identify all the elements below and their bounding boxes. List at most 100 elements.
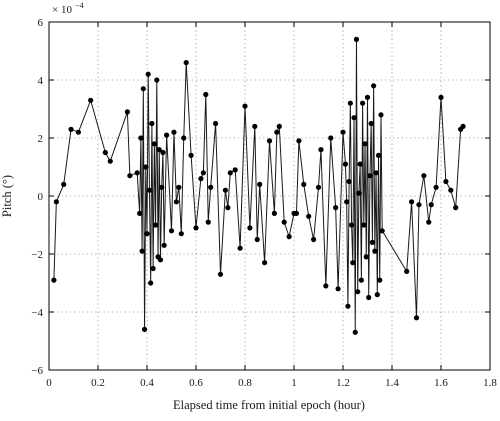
data-point [198,176,204,182]
data-point [357,161,363,167]
x-tick-label: 1 [291,377,297,389]
y-tick-label: 6 [38,17,44,29]
data-point [61,181,67,187]
data-point [368,120,374,127]
data-point [53,199,59,205]
y-tick-label: 4 [38,75,44,87]
data-point [347,100,353,106]
data-point [237,245,243,251]
data-point [200,170,206,176]
data-point [232,167,238,173]
data-point [426,219,432,225]
y-axis-multiplier: × 10 −4 [52,0,85,16]
x-tick-label: 1.2 [336,377,350,389]
data-point [306,213,312,219]
data-point [361,222,367,228]
data-point [160,149,166,156]
x-tick-labels: 0 0.2 0.4 0.6 0.8 1 1.2 1.4 1.6 1.8 [46,377,497,389]
data-point [360,100,366,106]
data-point [335,286,341,292]
data-point [145,71,151,77]
data-point [171,129,177,135]
x-axis-label: Elapsed time from initial epoch (hour) [173,398,365,412]
grid [49,22,490,370]
data-point [363,254,369,260]
data-point [152,222,159,228]
data-point [134,170,140,176]
x-tick-label: 0.8 [238,377,252,389]
data-point [375,152,382,158]
data-point [348,222,355,228]
data-point [421,173,427,179]
data-point [51,277,57,283]
y-tick-label: −6 [31,365,43,377]
y-axis-multiplier-base: × 10 [52,4,72,16]
data-point [68,126,74,132]
data-point [262,260,268,266]
data-series [51,36,466,335]
data-point [124,109,130,115]
data-point [281,219,287,225]
data-point [448,187,454,193]
data-point [178,231,184,237]
data-point [139,248,145,254]
data-point [413,315,420,321]
data-point [369,239,375,245]
data-point [344,199,350,205]
data-point [127,173,133,179]
data-point [342,161,349,167]
data-point [217,271,224,277]
data-point [176,184,182,190]
data-point [315,184,322,190]
data-point [374,292,380,298]
y-tick-label: −2 [31,249,43,261]
data-point [296,138,302,144]
data-point [88,97,94,103]
data-point [143,164,149,170]
data-point [358,277,364,283]
data-point [144,231,150,237]
data-point [213,120,219,127]
data-point [276,123,282,129]
data-point [107,158,113,164]
data-point [367,173,373,179]
data-point [428,202,434,208]
data-point [225,205,231,211]
data-point [404,268,410,274]
data-point [274,129,280,135]
x-tick-label: 1.8 [483,377,497,389]
axis-ticks [48,21,491,371]
data-point [247,225,253,231]
x-tick-label: 1.4 [385,377,399,389]
data-point [353,36,360,43]
x-tick-label: 0 [46,377,52,389]
data-point [271,210,277,216]
data-point [252,123,258,129]
data-point [141,326,148,332]
data-point [138,135,144,141]
data-point [373,170,379,176]
data-point [323,283,329,289]
data-point [293,210,300,216]
data-point [460,123,466,129]
data-point [416,202,422,208]
data-point [137,210,143,216]
data-point [355,289,361,295]
data-point [75,129,81,135]
data-point [164,132,170,138]
data-point [286,234,292,240]
data-point [257,181,263,187]
y-axis-multiplier-exponent: −4 [75,0,85,10]
data-point [208,184,214,190]
data-point [364,94,371,100]
data-point [183,60,189,66]
data-point [351,115,357,121]
data-point [151,141,157,147]
data-point [333,205,339,211]
data-point [205,219,211,225]
data-point [148,280,154,286]
data-point [193,225,199,231]
y-tick-label: 0 [38,191,44,203]
data-point [181,135,187,141]
data-point [311,236,317,243]
